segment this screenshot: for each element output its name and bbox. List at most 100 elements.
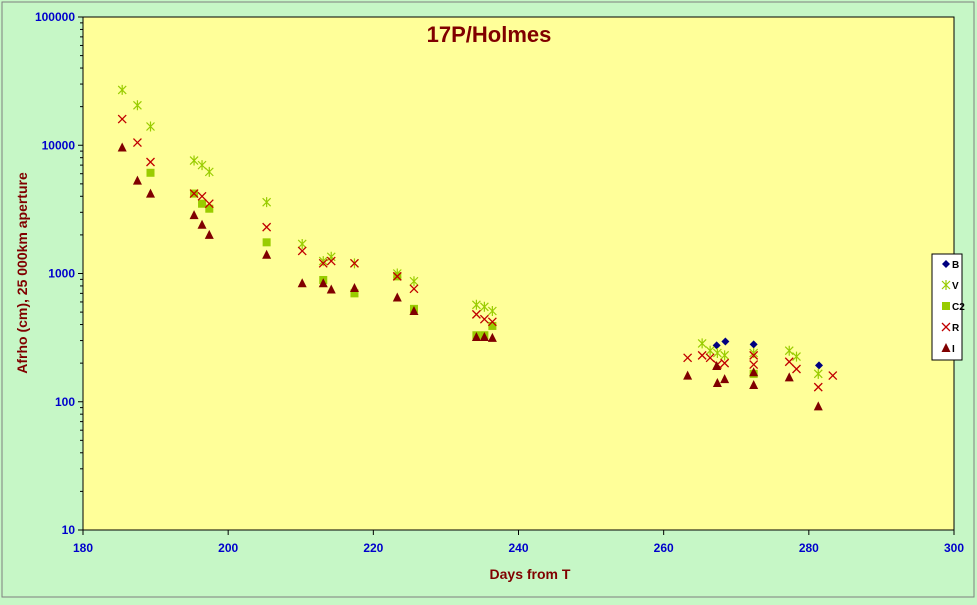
point-v — [409, 276, 419, 287]
point-r — [318, 258, 328, 268]
y-axis-label: Afrho (cm), 25 000km aperture — [14, 172, 30, 374]
legend-marker-c2 — [942, 302, 950, 310]
point-i — [318, 278, 328, 288]
point-r — [749, 360, 759, 370]
point-r — [828, 371, 838, 381]
point-r — [784, 357, 794, 367]
point-i — [392, 292, 402, 302]
point-i — [409, 306, 419, 316]
point-r — [471, 309, 481, 319]
point-v — [487, 306, 497, 317]
point-v — [471, 299, 481, 310]
point-v — [262, 197, 272, 208]
point-i — [487, 332, 497, 342]
legend-marker-v — [941, 280, 951, 290]
point-i — [813, 401, 823, 411]
point-v — [297, 238, 307, 249]
point-c2 — [488, 321, 497, 330]
point-v — [813, 368, 823, 379]
point-v — [133, 100, 142, 111]
point-i — [712, 360, 722, 370]
point-r — [409, 284, 419, 294]
point-b — [749, 340, 758, 349]
x-tick-label: 260 — [654, 541, 674, 555]
legend-label-c2: C2 — [952, 302, 965, 313]
chart-title: 17P/Holmes — [427, 22, 552, 47]
point-v — [705, 345, 715, 356]
point-v — [197, 160, 207, 171]
point-c2 — [146, 168, 155, 177]
legend-label-i: I — [952, 344, 955, 355]
point-i — [712, 378, 722, 388]
y-tick-label: 10000 — [42, 138, 76, 152]
legend-label-b: B — [952, 260, 959, 271]
point-v — [749, 347, 759, 358]
point-v — [697, 338, 707, 349]
point-i — [784, 372, 794, 382]
point-c2 — [198, 199, 207, 208]
y-tick-label: 1000 — [48, 267, 75, 281]
point-i — [204, 229, 214, 239]
point-r — [297, 246, 307, 256]
legend-marker-i — [941, 343, 951, 352]
legend: BV C2 RI — [931, 253, 965, 361]
point-i — [146, 188, 156, 198]
point-r — [146, 157, 155, 167]
point-r — [350, 258, 359, 268]
point-i — [720, 374, 730, 384]
x-axis-label: Days from T — [490, 566, 571, 582]
x-tick-label: 280 — [799, 541, 819, 555]
point-i — [297, 278, 307, 288]
point-v — [792, 351, 801, 362]
legend-label-r: R — [952, 323, 960, 334]
point-i — [189, 210, 199, 220]
point-r — [392, 271, 402, 281]
point-r — [117, 114, 127, 124]
point-v — [117, 84, 127, 95]
plot-area — [82, 16, 955, 531]
axes: 180 200 220 240 260 280 300 10 100 1000 10000 10000… — [35, 10, 964, 555]
y-tick-label: 100000 — [35, 10, 75, 24]
x-tick-label: 200 — [218, 541, 238, 555]
point-v — [326, 251, 336, 262]
point-i — [326, 284, 336, 294]
point-r — [197, 191, 207, 201]
point-r — [326, 256, 336, 266]
point-v — [189, 155, 199, 166]
y-tick-label: 10 — [62, 523, 76, 537]
point-v — [318, 256, 328, 267]
point-i — [117, 142, 127, 152]
point-r — [204, 199, 214, 209]
point-i — [683, 370, 693, 380]
point-r — [813, 382, 823, 392]
point-i — [262, 249, 272, 259]
point-r — [792, 364, 801, 374]
point-i — [132, 175, 142, 185]
point-v — [784, 345, 794, 356]
point-c2 — [205, 204, 214, 213]
point-b — [712, 341, 721, 350]
point-i — [197, 219, 207, 229]
point-v — [146, 121, 155, 132]
data-points — [117, 84, 838, 411]
x-tick-label: 240 — [508, 541, 528, 555]
x-tick-label: 180 — [73, 541, 93, 555]
point-r — [479, 314, 489, 324]
point-c2 — [350, 289, 359, 298]
point-r — [262, 222, 272, 232]
point-i — [349, 283, 359, 293]
point-v — [712, 347, 722, 358]
point-v — [204, 166, 214, 177]
point-r — [720, 358, 730, 368]
point-b — [721, 337, 730, 346]
point-c2 — [262, 238, 271, 247]
point-i — [749, 380, 759, 390]
point-b — [814, 361, 823, 370]
legend-marker-b — [942, 260, 950, 268]
point-i — [471, 331, 481, 341]
point-r — [132, 138, 142, 147]
point-r — [705, 353, 715, 363]
point-r — [189, 189, 199, 199]
